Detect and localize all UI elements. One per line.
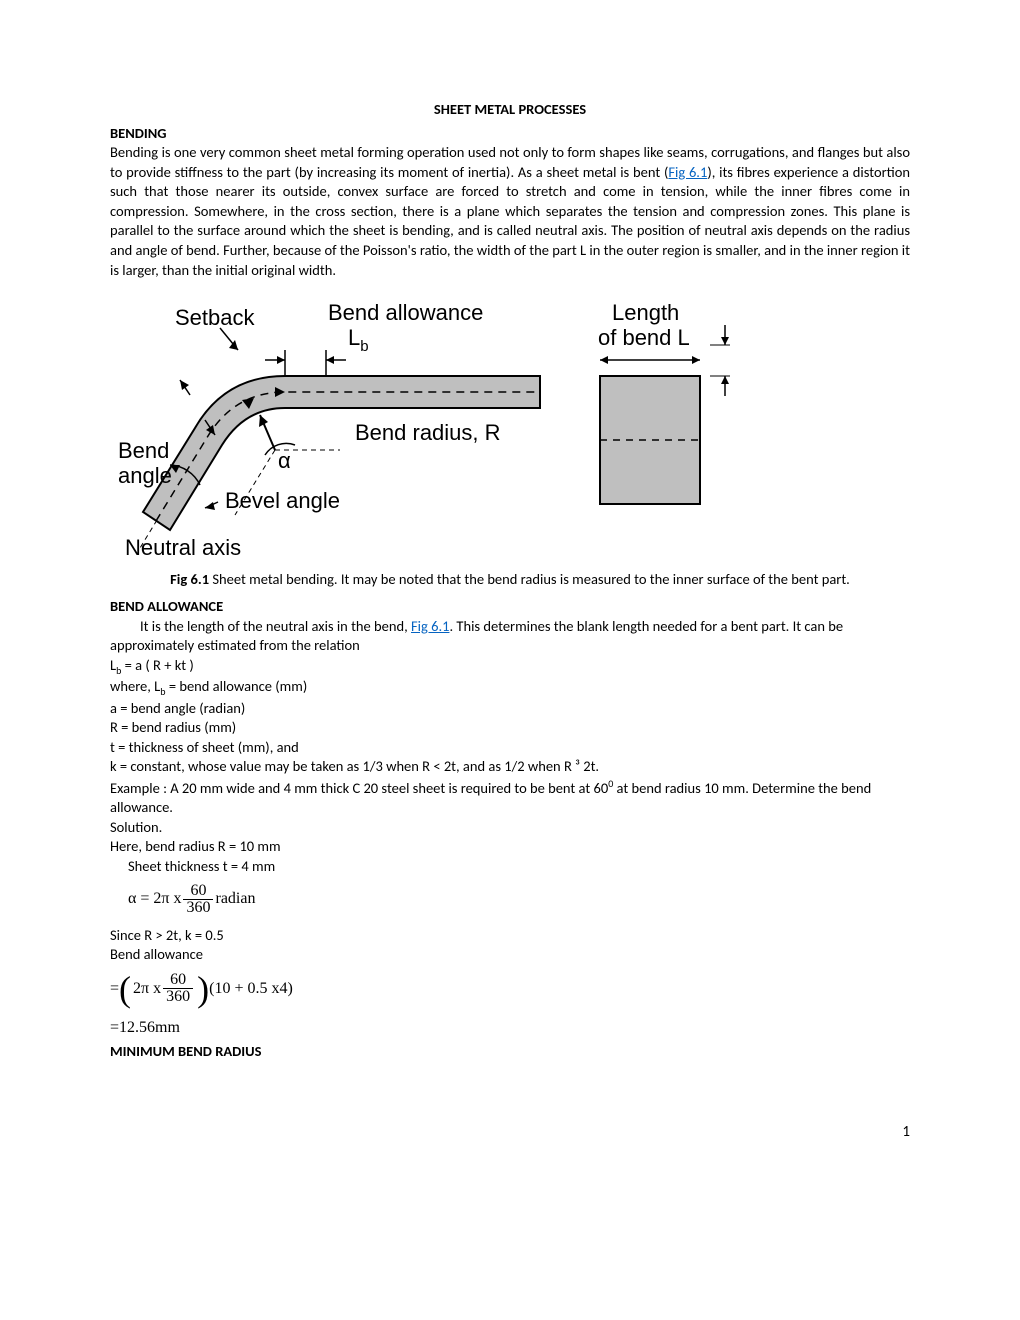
ba-label: Bend allowance <box>110 945 910 965</box>
label-lb: Lb <box>348 325 369 355</box>
ba-head: BEND ALLOWANCE <box>110 597 910 617</box>
ba-equation: = ( 2π x 60360 ) (10 + 0.5 x4) <box>110 971 910 1007</box>
label-length1: Length <box>612 300 679 325</box>
label-length2: of bend L <box>598 325 690 350</box>
section-bending: BENDING Bending is one very common sheet… <box>110 124 910 281</box>
page-number: 1 <box>110 1122 910 1142</box>
where-line: where, Lb = bend allowance (mm) <box>110 677 910 698</box>
since: Since R > 2t, k = 0.5 <box>110 926 910 946</box>
ba-body: It is the length of the neutral axis in … <box>110 617 910 656</box>
page-title: SHEET METAL PROCESSES <box>110 100 910 120</box>
r-def: R = bend radius (mm) <box>110 718 910 738</box>
sheet-thickness: Sheet thickness t = 4 mm <box>110 857 910 877</box>
fig-link-2[interactable]: Fig 6.1 <box>411 617 449 635</box>
label-bend-allowance: Bend allowance <box>328 300 483 325</box>
caption-rest: Sheet metal bending. It may be noted tha… <box>209 570 850 588</box>
bending-head: BENDING <box>110 124 167 142</box>
label-bendangle2: angle <box>118 463 172 488</box>
a-def: a = bend angle (radian) <box>110 699 910 719</box>
fig-link-1[interactable]: Fig 6.1 <box>668 163 707 181</box>
label-alpha: α <box>278 448 291 473</box>
solution: Solution. <box>110 818 910 838</box>
caption-bold: Fig 6.1 <box>170 570 209 588</box>
example: Example : A 20 mm wide and 4 mm thick C … <box>110 777 910 818</box>
bent-sheet <box>143 376 540 530</box>
ba-pre: It is the length of the neutral axis in … <box>140 617 411 635</box>
min-bend-radius-head: MINIMUM BEND RADIUS <box>110 1042 910 1062</box>
bending-body: Bending is one very common sheet metal f… <box>110 143 910 280</box>
alpha-equation: α = 2π x 60360 radian <box>110 883 910 916</box>
label-neutral-axis: Neutral axis <box>125 535 241 560</box>
label-bevel: Bevel angle <box>225 488 340 513</box>
label-setback: Setback <box>175 305 255 330</box>
figure-caption: Fig 6.1 Sheet metal bending. It may be n… <box>110 570 910 590</box>
k-def: k = constant, whose value may be taken a… <box>110 757 910 777</box>
t-def: t = thickness of sheet (mm), and <box>110 738 910 758</box>
label-bend-radius: Bend radius, R <box>355 420 501 445</box>
label-bendangle1: Bend <box>118 438 169 463</box>
here: Here, bend radius R = 10 mm <box>110 837 910 857</box>
section-bend-allowance: BEND ALLOWANCE It is the length of the n… <box>110 597 910 1038</box>
ba-result: =12.56mm <box>110 1017 910 1039</box>
formula-line: Lb = a ( R + kt ) <box>110 656 910 677</box>
bending-diagram: Length of bend L t Bend allowance Lb Set… <box>110 290 910 566</box>
